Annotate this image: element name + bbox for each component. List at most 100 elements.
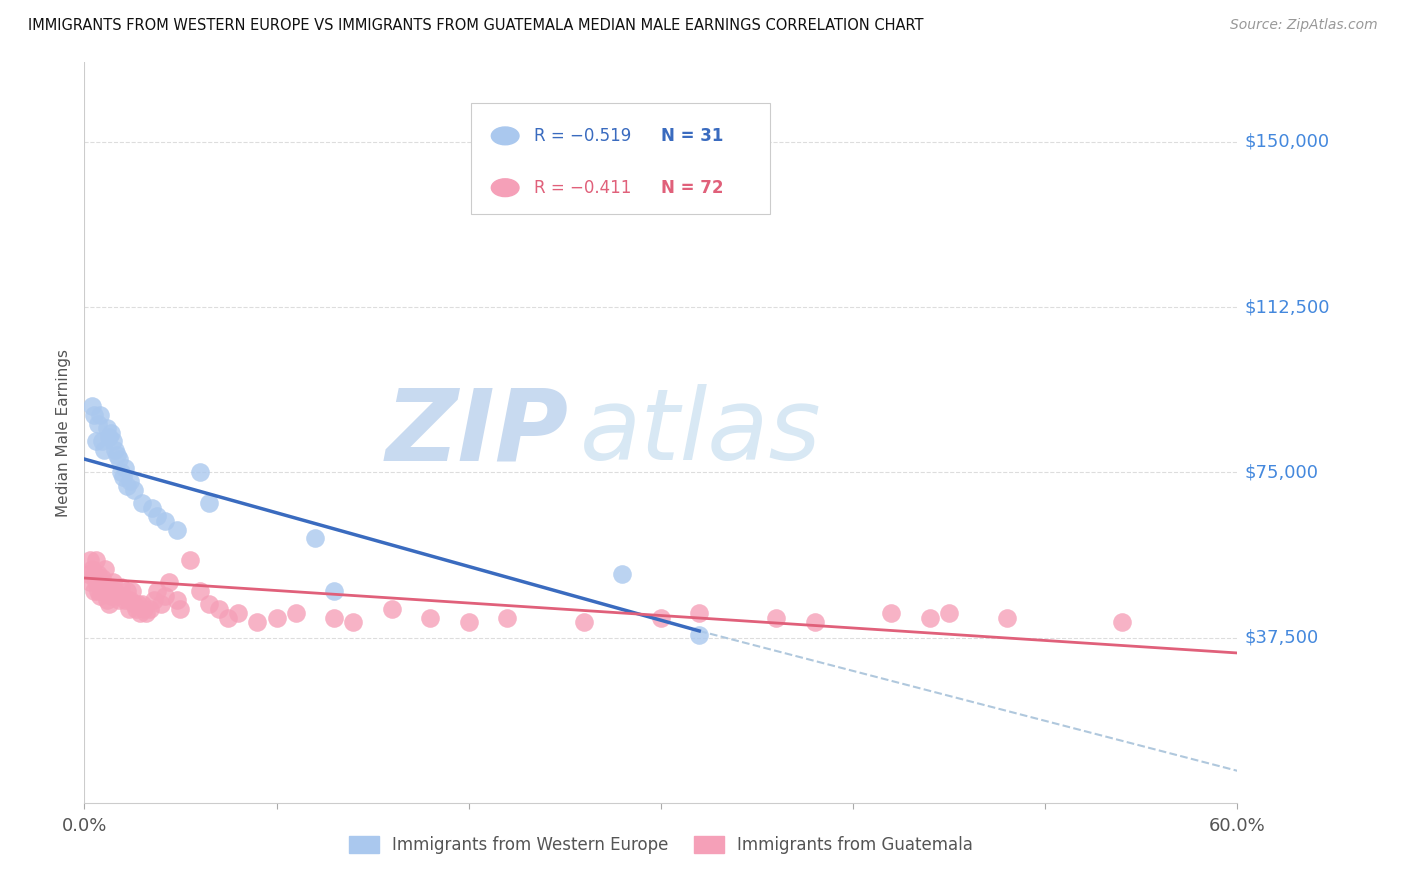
Point — [100, 425, 122, 440]
Point — [84, 575, 107, 590]
Point — [96, 580, 118, 594]
Point — [79, 553, 101, 567]
Point — [650, 610, 672, 624]
Point — [103, 575, 124, 590]
Point — [79, 575, 101, 590]
Point — [83, 566, 105, 581]
Point — [146, 509, 169, 524]
Point — [938, 607, 960, 621]
Point — [120, 593, 142, 607]
Text: ZIP: ZIP — [385, 384, 568, 481]
Point — [129, 607, 152, 621]
Point — [104, 584, 127, 599]
Point — [284, 607, 307, 621]
Point — [688, 607, 710, 621]
Point — [208, 602, 231, 616]
Point — [87, 566, 110, 581]
Point — [124, 598, 146, 612]
Point — [114, 593, 136, 607]
Point — [111, 589, 134, 603]
Point — [108, 593, 131, 607]
Point — [496, 610, 519, 624]
Text: R = −0.411: R = −0.411 — [534, 178, 631, 197]
Point — [457, 615, 479, 629]
Point — [115, 478, 138, 492]
Point — [323, 610, 346, 624]
Point — [105, 448, 128, 462]
Point — [93, 443, 115, 458]
Point — [188, 584, 211, 599]
Point — [157, 575, 180, 590]
Point — [166, 523, 188, 537]
Point — [94, 562, 117, 576]
Point — [90, 571, 112, 585]
Point — [419, 610, 441, 624]
Circle shape — [491, 127, 519, 145]
Point — [103, 434, 124, 449]
Point — [141, 500, 163, 515]
Text: IMMIGRANTS FROM WESTERN EUROPE VS IMMIGRANTS FROM GUATEMALA MEDIAN MALE EARNINGS: IMMIGRANTS FROM WESTERN EUROPE VS IMMIGR… — [28, 18, 924, 33]
Point — [142, 593, 165, 607]
Point — [995, 610, 1018, 624]
Point — [89, 408, 111, 422]
Point — [304, 532, 326, 546]
Point — [132, 602, 155, 616]
Point — [688, 628, 710, 642]
Point — [93, 580, 115, 594]
Point — [153, 514, 176, 528]
Point — [90, 584, 112, 599]
Point — [108, 452, 131, 467]
Point — [166, 593, 188, 607]
Point — [77, 566, 100, 581]
Legend: Immigrants from Western Europe, Immigrants from Guatemala: Immigrants from Western Europe, Immigran… — [342, 830, 980, 861]
Text: $75,000: $75,000 — [1244, 463, 1319, 482]
Y-axis label: Median Male Earnings: Median Male Earnings — [56, 349, 72, 516]
Point — [121, 584, 143, 599]
Point — [80, 562, 103, 576]
Point — [198, 598, 221, 612]
FancyBboxPatch shape — [471, 103, 770, 214]
Point — [198, 496, 221, 510]
Point — [169, 602, 191, 616]
Point — [98, 598, 121, 612]
Point — [96, 421, 118, 435]
Point — [90, 434, 112, 449]
Point — [153, 589, 176, 603]
Point — [117, 602, 139, 616]
Point — [110, 580, 132, 594]
Point — [125, 602, 148, 616]
Point — [120, 474, 142, 488]
Point — [89, 575, 111, 590]
Point — [110, 465, 132, 479]
Point — [803, 615, 825, 629]
Point — [765, 610, 787, 624]
Point — [179, 553, 201, 567]
Point — [138, 602, 160, 616]
Point — [150, 598, 173, 612]
Text: $112,500: $112,500 — [1244, 298, 1330, 316]
Point — [111, 469, 134, 483]
Point — [89, 589, 111, 603]
Point — [87, 417, 110, 431]
Point — [114, 461, 136, 475]
Point — [342, 615, 364, 629]
Point — [323, 584, 346, 599]
Point — [105, 589, 128, 603]
Point — [146, 584, 169, 599]
Point — [246, 615, 269, 629]
Circle shape — [491, 178, 519, 196]
Point — [218, 610, 240, 624]
Text: R = −0.519: R = −0.519 — [534, 127, 631, 145]
Point — [96, 593, 118, 607]
Point — [124, 483, 146, 497]
Point — [83, 584, 105, 599]
Point — [131, 598, 153, 612]
Point — [918, 610, 941, 624]
Point — [83, 408, 105, 422]
Text: N = 72: N = 72 — [661, 178, 723, 197]
Point — [87, 584, 110, 599]
Text: atlas: atlas — [581, 384, 821, 481]
Text: Source: ZipAtlas.com: Source: ZipAtlas.com — [1230, 18, 1378, 32]
Point — [266, 610, 288, 624]
Point — [127, 598, 149, 612]
